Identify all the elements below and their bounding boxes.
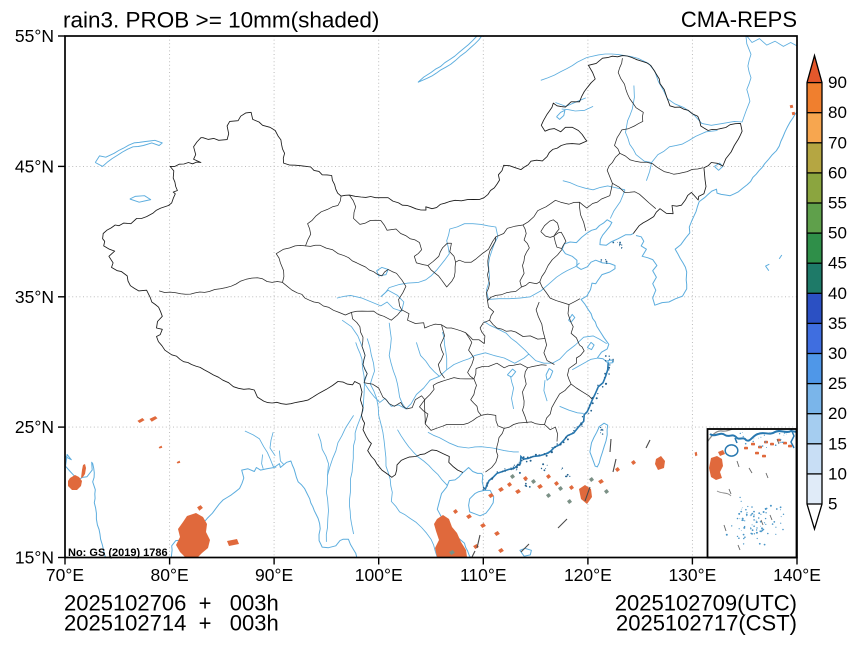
svg-text:35°N: 35°N	[15, 287, 54, 307]
svg-text:2025102706 + 003h: 2025102706 + 003h	[64, 591, 279, 616]
svg-text:70°E: 70°E	[46, 565, 84, 585]
svg-text:20: 20	[828, 404, 847, 423]
svg-text:80: 80	[828, 103, 847, 122]
svg-text:rain3. PROB >= 10mm(shaded): rain3. PROB >= 10mm(shaded)	[63, 8, 379, 33]
svg-text:30: 30	[828, 344, 847, 363]
svg-text:60: 60	[828, 163, 847, 182]
svg-text:130°E: 130°E	[668, 565, 716, 585]
svg-text:CMA-REPS: CMA-REPS	[681, 7, 797, 32]
svg-text:15: 15	[828, 434, 847, 453]
svg-text:55°N: 55°N	[15, 26, 54, 46]
svg-text:40: 40	[828, 284, 847, 303]
svg-text:2025102709(UTC): 2025102709(UTC)	[615, 591, 797, 616]
svg-text:35: 35	[828, 314, 847, 333]
svg-text:45°N: 45°N	[15, 156, 54, 176]
svg-text:80°E: 80°E	[151, 565, 189, 585]
svg-text:5: 5	[828, 495, 837, 514]
svg-text:45: 45	[828, 254, 847, 273]
svg-text:10: 10	[828, 464, 847, 483]
svg-text:90: 90	[828, 73, 847, 92]
svg-text:110°E: 110°E	[460, 565, 507, 585]
svg-text:25: 25	[828, 374, 847, 393]
svg-text:140°E: 140°E	[773, 565, 821, 585]
svg-text:50: 50	[828, 224, 847, 243]
svg-text:70: 70	[828, 133, 847, 152]
svg-text:2025102714 + 003h: 2025102714 + 003h	[64, 611, 279, 636]
svg-text:100°E: 100°E	[355, 565, 403, 585]
svg-text:25°N: 25°N	[15, 417, 54, 437]
svg-text:No: GS (2019) 1786: No: GS (2019) 1786	[68, 547, 168, 559]
svg-text:120°E: 120°E	[564, 565, 612, 585]
svg-text:90°E: 90°E	[255, 565, 293, 585]
svg-text:55: 55	[828, 194, 847, 213]
svg-text:15°N: 15°N	[15, 548, 54, 568]
svg-text:2025102717(CST): 2025102717(CST)	[616, 611, 797, 636]
